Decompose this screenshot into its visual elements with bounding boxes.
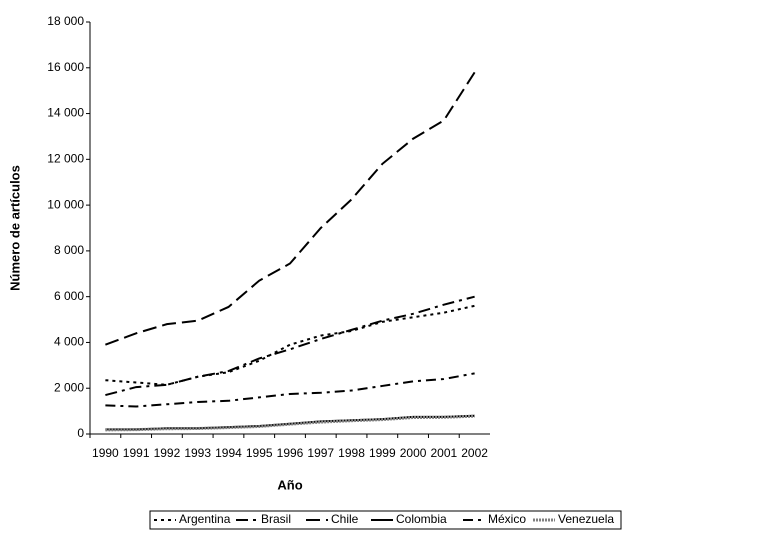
legend-label: Brasil [261,512,291,526]
series-line [105,414,475,432]
series-line [105,372,475,408]
legend-box [149,510,622,530]
x-tick-label: 1995 [246,446,273,460]
x-tick-label: 1999 [369,446,396,460]
y-tick-label: 0 [77,426,84,440]
y-tick-label: 4 000 [54,335,84,349]
x-tick-label: 2002 [461,446,488,460]
y-tick-label: 12 000 [47,152,84,166]
x-tick-label: 1994 [215,446,242,460]
x-tick-label: 1997 [307,446,334,460]
series-line [105,414,475,431]
y-tick-label: 14 000 [47,106,84,120]
legend-label: México [488,512,526,526]
series-line [105,71,476,346]
x-tick-label: 1992 [154,446,181,460]
y-tick-label: 16 000 [47,60,84,74]
x-tick-label: 1991 [123,446,150,460]
y-tick-label: 8 000 [54,243,84,257]
y-axis-label: Número de artículos [7,165,22,291]
legend-label: Chile [331,512,359,526]
legend-label: Colombia [396,512,447,526]
x-tick-label: 2001 [430,446,457,460]
legend-label: Argentina [179,512,231,526]
series-line [105,295,475,397]
x-tick-label: 1993 [184,446,211,460]
y-tick-label: 10 000 [47,197,84,211]
x-tick-label: 1990 [92,446,119,460]
y-tick-label: 18 000 [47,14,84,28]
series-line [105,304,475,386]
y-tick-label: 2 000 [54,380,84,394]
x-axis-label: Año [277,477,302,492]
x-tick-label: 1996 [277,446,304,460]
legend-label: Venezuela [558,512,614,526]
y-tick-label: 6 000 [54,289,84,303]
x-tick-label: 1998 [338,446,365,460]
x-tick-label: 2000 [400,446,427,460]
